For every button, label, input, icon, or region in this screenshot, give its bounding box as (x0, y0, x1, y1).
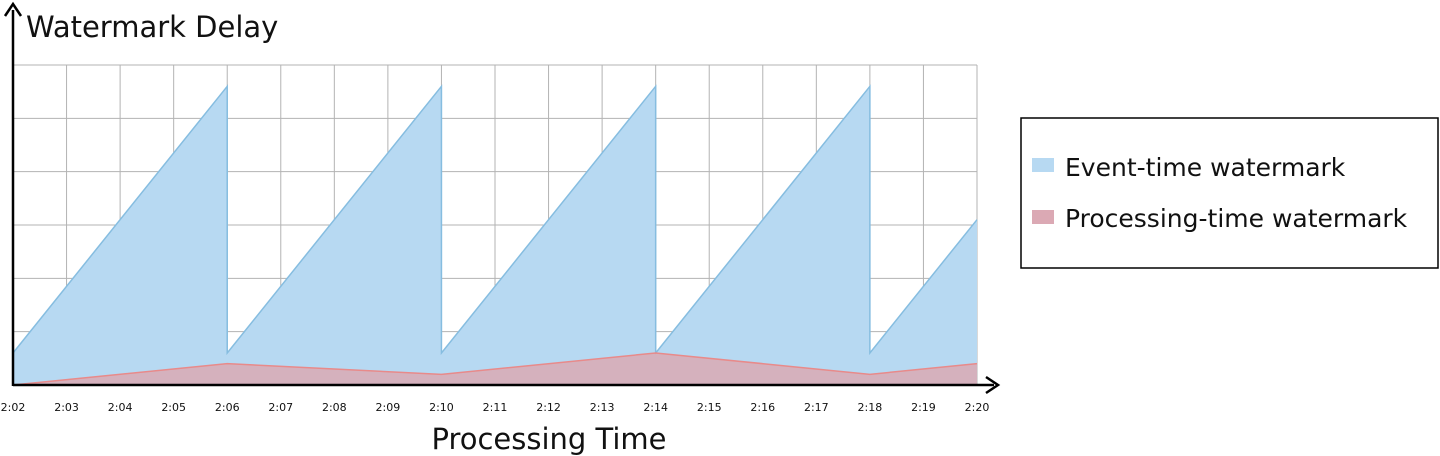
legend-swatch-processing-time (1032, 210, 1054, 224)
y-axis-title: Watermark Delay (26, 10, 278, 44)
x-tick-label: 2:17 (804, 401, 829, 414)
legend: Event-time watermark Processing-time wat… (1020, 117, 1439, 269)
series-area-0 (13, 86, 977, 385)
x-tick-label: 2:11 (483, 401, 508, 414)
legend-label-processing-time: Processing-time watermark (1065, 204, 1408, 233)
x-tick-label: 2:05 (161, 401, 186, 414)
x-tick-label: 2:19 (911, 401, 936, 414)
x-axis-title: Processing Time (431, 422, 666, 456)
x-axis-arrow (985, 375, 1001, 395)
x-tick-label: 2:08 (322, 401, 347, 414)
x-tick-label: 2:16 (750, 401, 775, 414)
axes (3, 1, 1001, 395)
series-line-0 (12, 84, 978, 356)
x-tick-label: 2:06 (215, 401, 240, 414)
x-tick-label: 2:02 (1, 401, 26, 414)
legend-label-event-time: Event-time watermark (1065, 153, 1346, 182)
x-tick-label: 2:20 (965, 401, 990, 414)
x-tick-label: 2:15 (697, 401, 722, 414)
x-tick-label: 2:18 (858, 401, 883, 414)
x-tick-label: 2:07 (268, 401, 293, 414)
series-areas (12, 84, 978, 386)
series-line-1 (12, 352, 978, 386)
x-tick-label: 2:12 (536, 401, 561, 414)
y-axis-arrow (3, 1, 23, 17)
x-tick-label: 2:04 (108, 401, 133, 414)
x-tick-labels: 2:02 2:03 2:04 2:05 2:06 2:07 2:08 2:09 2:10 2:11… (1, 401, 990, 414)
x-tick-label: 2:03 (54, 401, 79, 414)
x-tick-label: 2:10 (429, 401, 454, 414)
x-tick-label: 2:13 (590, 401, 615, 414)
legend-box (1020, 117, 1439, 269)
legend-swatch-event-time (1032, 158, 1054, 172)
x-tick-label: 2:14 (643, 401, 668, 414)
x-tick-label: 2:09 (376, 401, 401, 414)
series-area-1 (13, 353, 977, 385)
